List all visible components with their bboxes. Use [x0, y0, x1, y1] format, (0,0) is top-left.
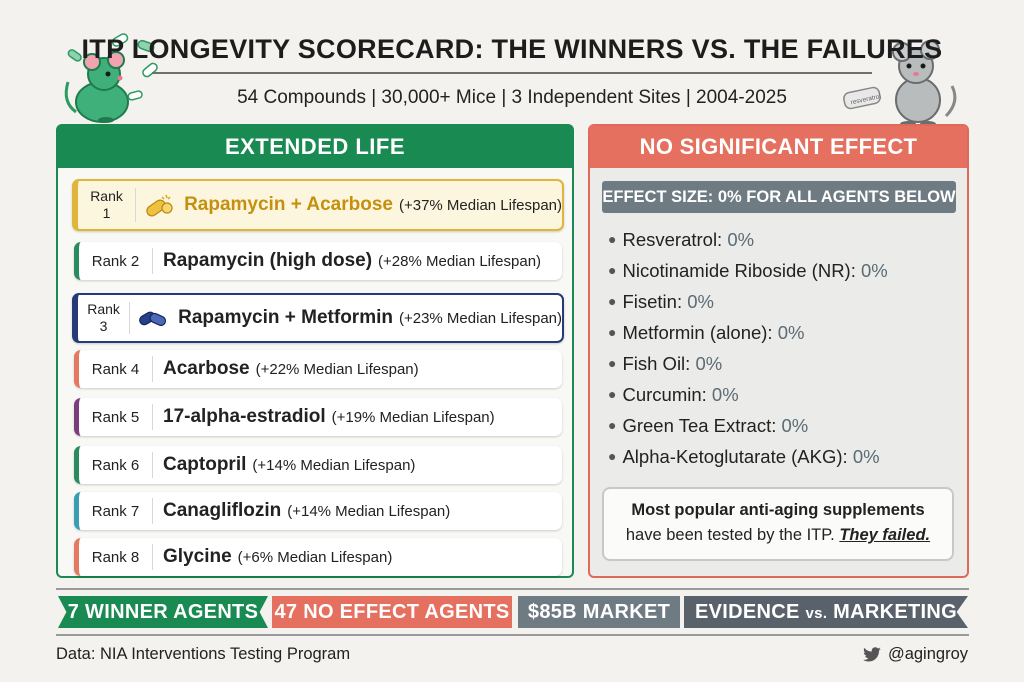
rank-row-5: Rank 5 17-alpha-estradiol (+19% Median L… — [74, 398, 562, 436]
rank-label: Rank 4 — [79, 355, 153, 383]
agent-name: Acarbose — [163, 358, 250, 379]
agent-name: Fisetin: — [622, 291, 683, 312]
rank-label: Rank 8 — [79, 543, 153, 571]
agent-effect: (+22% Median Lifespan) — [255, 360, 419, 378]
rank-number: 3 — [99, 318, 108, 334]
agent-name: Alpha-Ketoglutarate (AKG): — [622, 446, 848, 467]
rank-row-4: Rank 4 Acarbose (+22% Median Lifespan) — [74, 350, 562, 388]
agent-effect: 0% — [727, 229, 755, 250]
agent-effect: 0% — [695, 353, 723, 374]
callout-failed: They failed. — [839, 526, 931, 544]
rank-label: Rank 5 — [79, 403, 153, 431]
title-underline — [152, 72, 872, 74]
rank-word: Rank — [90, 188, 123, 204]
agent-name: Nicotinamide Riboside (NR): — [622, 260, 856, 281]
agent-name: Green Tea Extract: — [622, 415, 777, 436]
no-effect-agents-banner: 47 NO EFFECT AGENTS — [272, 596, 512, 628]
agent-name: Rapamycin + Metformin — [178, 307, 393, 328]
green-mouse-illustration — [64, 33, 158, 123]
callout-line-2: have been tested by the ITP. They failed… — [604, 523, 952, 548]
list-item: ● Fish Oil: 0% — [608, 348, 888, 379]
agent-effect: 0% — [781, 415, 809, 436]
bullet-icon: ● — [608, 262, 617, 278]
rank-row-8: Rank 8 Glycine (+6% Median Lifespan) — [74, 538, 562, 576]
agent-name: 17-alpha-estradiol — [163, 406, 326, 427]
twitter-handle: @agingroy — [862, 645, 968, 664]
list-item: ● Nicotinamide Riboside (NR): 0% — [608, 255, 888, 286]
list-item: ● Curcumin: 0% — [608, 379, 888, 410]
page-title: ITP LONGEVITY SCORECARD: THE WINNERS VS.… — [81, 34, 943, 64]
market-banner: $85B MARKET — [518, 596, 680, 628]
agent-effect: (+6% Median Lifespan) — [237, 548, 393, 566]
agent-effect: 0% — [861, 260, 888, 281]
effect-size-banner: EFFECT SIZE: 0% FOR ALL AGENTS BELOW — [602, 181, 956, 213]
winner-agents-banner: 7 WINNER AGENTS — [58, 596, 268, 628]
agent-effect: 0% — [852, 446, 880, 467]
rank-label: Rank 6 — [79, 451, 153, 479]
rank-number: 1 — [102, 205, 111, 221]
agent-name: Rapamycin + Acarbose — [184, 194, 393, 215]
rank-row-3: Rank 3 Rapamycin + Metformin (+23% Media… — [72, 293, 564, 343]
agent-name: Rapamycin (high dose) — [163, 250, 373, 271]
gold-pills-icon — [144, 192, 174, 218]
rank-word: Rank — [87, 301, 120, 317]
callout-box: Most popular anti-aging supplements have… — [602, 487, 954, 561]
agent-name: Glycine — [163, 546, 232, 567]
handle-text: @agingroy — [887, 645, 968, 663]
agent-effect: (+14% Median Lifespan) — [252, 456, 416, 474]
marketing-text: MARKETING — [833, 601, 957, 623]
bullet-icon: ● — [608, 386, 617, 402]
rank-row-2: Rank 2 Rapamycin (high dose) (+28% Media… — [74, 242, 562, 280]
extended-life-panel: EXTENDED LIFE Rank 1 Rapamycin + Acarbos… — [56, 124, 574, 578]
list-item: ● Green Tea Extract: 0% — [608, 410, 888, 441]
blue-pills-icon — [138, 305, 168, 331]
agent-name: Canagliflozin — [163, 500, 282, 521]
bullet-icon: ● — [608, 417, 617, 433]
data-source: Data: NIA Interventions Testing Program — [56, 645, 351, 663]
rank-row-7: Rank 7 Canagliflozin (+14% Median Lifesp… — [74, 492, 562, 530]
rank-row-6: Rank 6 Captopril (+14% Median Lifespan) — [74, 446, 562, 484]
evidence-text: EVIDENCE — [695, 601, 800, 623]
vs-text: vs. — [805, 605, 828, 622]
agent-name: Curcumin: — [622, 384, 707, 405]
bullet-icon: ● — [608, 293, 617, 309]
grey-mouse-illustration: resveratrol — [843, 40, 957, 127]
failed-agents-list: ● Resveratrol: 0% ● Nicotinamide Riboside … — [608, 224, 888, 472]
agent-name: Captopril — [163, 454, 247, 475]
evidence-vs-marketing-banner: EVIDENCE vs. MARKETING — [684, 596, 968, 628]
no-effect-header: NO SIGNIFICANT EFFECT — [590, 126, 967, 168]
rank-label: Rank 7 — [79, 497, 153, 525]
agent-effect: 0% — [777, 322, 805, 343]
list-item: ● Resveratrol: 0% — [608, 224, 888, 255]
rank-label: Rank 3 — [78, 301, 131, 335]
page-subtitle: 54 Compounds | 30,000+ Mice | 3 Independ… — [237, 87, 787, 108]
agent-name: Metformin (alone): — [622, 322, 773, 343]
bullet-icon: ● — [608, 355, 617, 371]
agent-effect: 0% — [687, 291, 714, 312]
band-rule-top — [56, 588, 969, 590]
callout-text: have been tested by the ITP. — [625, 526, 835, 544]
agent-effect: (+19% Median Lifespan) — [331, 408, 495, 426]
twitter-bird-icon — [863, 646, 881, 661]
agent-effect: (+14% Median Lifespan) — [287, 502, 451, 520]
extended-life-header: EXTENDED LIFE — [58, 126, 572, 168]
agent-name: Fish Oil: — [622, 353, 691, 374]
band-rule-bottom — [56, 634, 969, 636]
bullet-icon: ● — [608, 448, 617, 464]
list-item: ● Fisetin: 0% — [608, 286, 888, 317]
callout-line-1: Most popular anti-aging supplements — [631, 501, 925, 519]
rank-label: Rank 2 — [79, 247, 153, 275]
bullet-icon: ● — [608, 231, 617, 247]
rank-label: Rank 1 — [78, 188, 137, 222]
agent-name: Resveratrol: — [622, 229, 723, 250]
bullet-icon: ● — [608, 324, 617, 340]
list-item: ● Metformin (alone): 0% — [608, 317, 888, 348]
agent-effect: (+28% Median Lifespan) — [378, 252, 542, 270]
agent-effect: (+37% Median Lifespan) — [398, 196, 562, 214]
no-effect-panel: NO SIGNIFICANT EFFECT EFFECT SIZE: 0% FO… — [588, 124, 969, 578]
agent-effect: 0% — [711, 384, 739, 405]
rank-row-1: Rank 1 Rapamycin + Acarbose (+37% Median… — [72, 179, 564, 231]
agent-effect: (+23% Median Lifespan) — [398, 309, 562, 327]
list-item: ● Alpha-Ketoglutarate (AKG): 0% — [608, 441, 888, 472]
